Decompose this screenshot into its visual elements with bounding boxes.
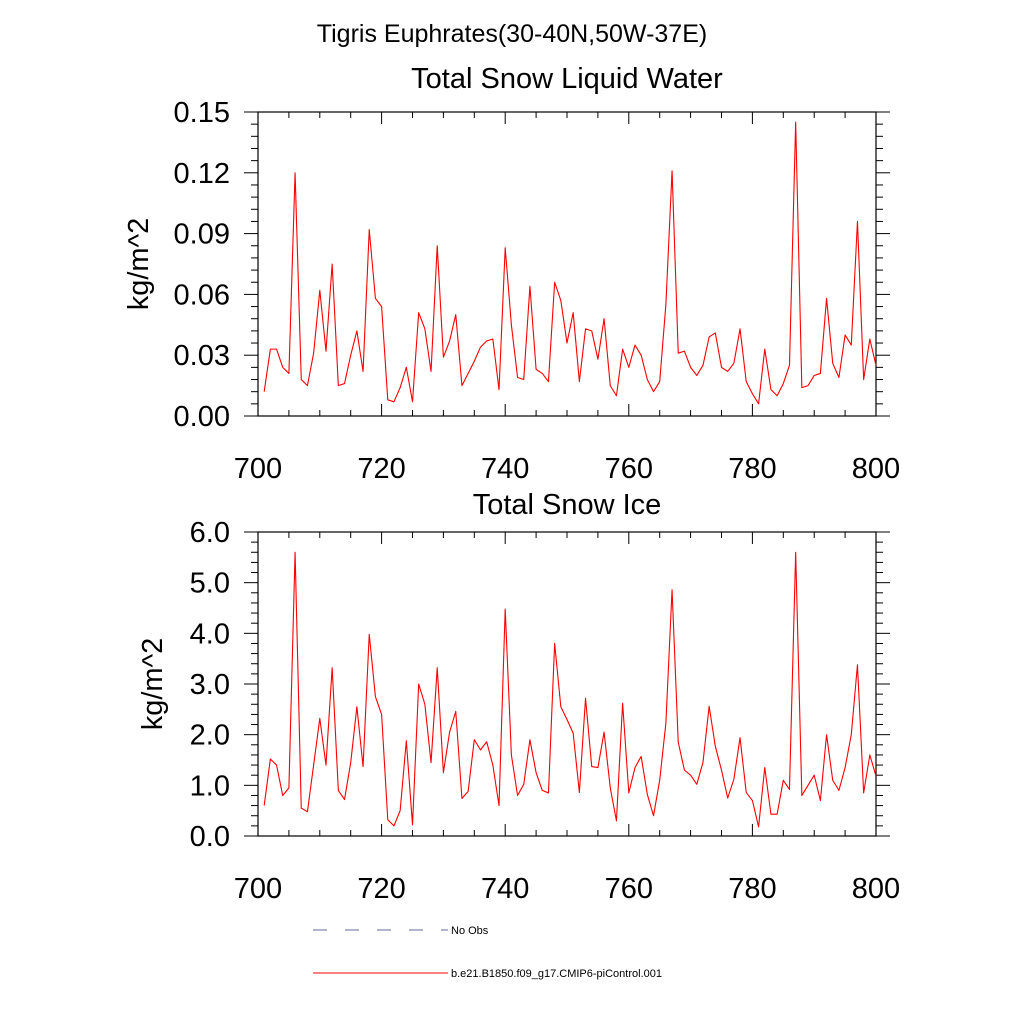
chart-title: Total Snow Liquid Water [411, 63, 723, 95]
chart-title: Total Snow Ice [473, 489, 662, 521]
x-tick-label: 740 [481, 453, 529, 485]
y-tick-label: 5.0 [190, 568, 230, 600]
x-tick-label: 760 [605, 873, 653, 905]
x-tick-label: 800 [852, 453, 900, 485]
legend-item: No Obs [313, 925, 489, 937]
y-tick-label: 0.12 [174, 158, 230, 190]
y-tick-label: 6.0 [190, 517, 230, 549]
y-tick-label: 2.0 [190, 720, 230, 752]
legend-label: No Obs [451, 925, 489, 937]
y-tick-label: 0.09 [174, 219, 230, 251]
y-tick-label: 0.15 [174, 97, 230, 129]
data-series-line [263, 121, 877, 405]
x-tick-label: 800 [852, 873, 900, 905]
plot-frame [257, 531, 877, 837]
y-tick-label: 0.06 [174, 279, 230, 311]
x-tick-label: 720 [357, 453, 405, 485]
figure-title: Tigris Euphrates(30-40N,50W-37E) [317, 20, 707, 48]
x-tick-label: 780 [728, 873, 776, 905]
y-axis-label: kg/m^2 [137, 638, 169, 731]
y-tick-label: 1.0 [190, 770, 230, 802]
x-tick-label: 700 [234, 873, 282, 905]
legend-label: b.e21.B1850.f09_g17.CMIP6-piControl.001 [451, 968, 662, 980]
chart-panel-2: Total Snow Ice kg/m^2 700 720 740 760 780 800 0.… [137, 489, 900, 905]
y-tick-label: 0.03 [174, 340, 230, 372]
x-tick-label: 780 [728, 453, 776, 485]
chart-panel-1: Total Snow Liquid Water kg/m^2 700 720 740 76… [123, 63, 900, 485]
x-tick-label: 720 [357, 873, 405, 905]
y-tick-label: 4.0 [190, 618, 230, 650]
plot-frame [257, 111, 877, 417]
x-tick-label: 740 [481, 873, 529, 905]
x-tick-label: 700 [234, 453, 282, 485]
y-tick-label: 0.0 [190, 821, 230, 853]
x-tick-label: 760 [605, 453, 653, 485]
y-tick-label: 0.00 [174, 401, 230, 433]
y-tick-label: 3.0 [190, 669, 230, 701]
y-axis-label: kg/m^2 [123, 218, 155, 311]
legend: No Obs b.e21.B1850.f09_g17.CMIP6-piContro… [313, 925, 662, 980]
legend-item: b.e21.B1850.f09_g17.CMIP6-piControl.001 [313, 968, 662, 980]
data-series-line [263, 551, 877, 828]
